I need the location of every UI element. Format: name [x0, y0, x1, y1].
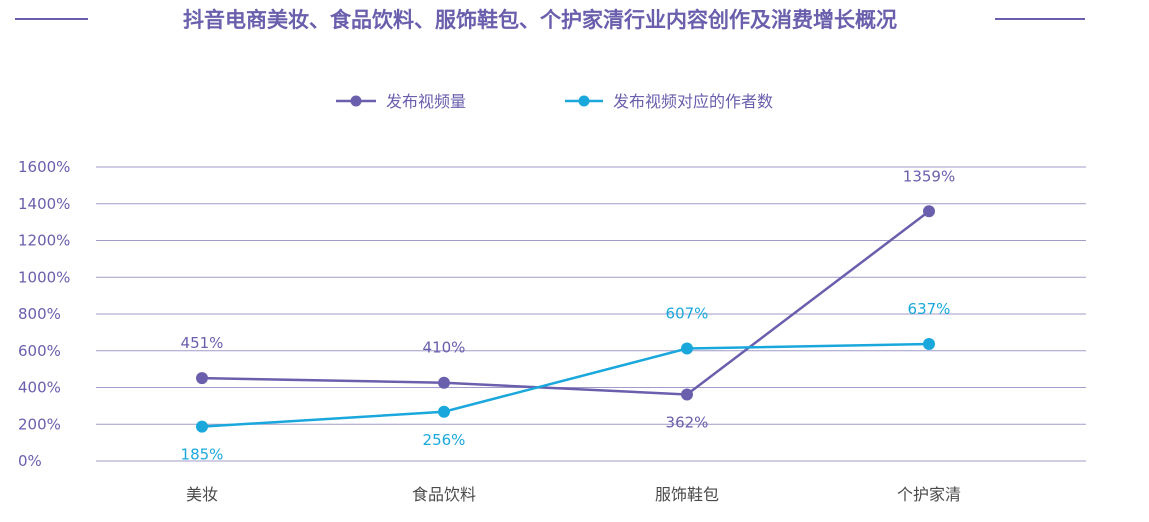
y-tick-label: 400% — [18, 379, 61, 397]
series-line-1 — [201, 210, 930, 396]
data-label-series-1: 410% — [423, 339, 466, 357]
legend-marker-series-2 — [578, 95, 590, 107]
y-axis-ticks: 0% 200% 400% 600% 800% 1000% 1200% 1400% 1600% — [18, 158, 70, 470]
data-point-series-2 — [681, 342, 693, 355]
data-label-series-2: 607% — [666, 305, 709, 323]
x-axis-categories: 美妆 食品饮料 服饰鞋包 个护家清 — [186, 485, 961, 504]
data-point-series-1 — [681, 388, 693, 401]
x-category-label: 个护家清 — [897, 485, 961, 504]
legend-item-series-2: 发布视频对应的作者数 — [565, 92, 773, 111]
series-lines — [196, 205, 935, 433]
data-point-series-2 — [196, 420, 208, 433]
legend-label-series-1: 发布视频量 — [386, 92, 466, 111]
legend-item-series-1: 发布视频量 — [336, 92, 466, 111]
chart-title: 抖音电商美妆、食品饮料、服饰鞋包、个护家清行业内容创作及消费增长概况 — [183, 8, 897, 32]
data-point-series-1 — [196, 372, 208, 385]
y-tick-label: 0% — [18, 452, 42, 470]
legend: 发布视频量 发布视频对应的作者数 — [336, 92, 773, 111]
x-category-label: 美妆 — [186, 485, 218, 504]
x-category-label: 服饰鞋包 — [655, 485, 719, 504]
data-label-series-2: 637% — [908, 300, 951, 318]
data-label-series-1: 451% — [181, 334, 224, 352]
y-tick-label: 1000% — [18, 268, 70, 286]
data-label-series-2: 185% — [181, 446, 224, 464]
data-point-series-2 — [923, 337, 935, 350]
legend-label-series-2: 发布视频对应的作者数 — [613, 92, 773, 111]
y-tick-label: 800% — [18, 305, 61, 323]
data-label-series-1: 362% — [666, 413, 709, 431]
series-line-2 — [201, 342, 930, 428]
y-tick-label: 1600% — [18, 158, 70, 176]
data-label-series-1: 1359% — [903, 167, 955, 185]
data-point-series-1 — [438, 376, 450, 389]
y-tick-label: 600% — [18, 342, 61, 360]
y-tick-label: 1400% — [18, 195, 70, 213]
data-point-series-2 — [438, 405, 450, 418]
legend-marker-series-1 — [350, 95, 362, 107]
y-tick-label: 200% — [18, 415, 61, 433]
data-label-series-2: 256% — [423, 431, 466, 449]
x-category-label: 食品饮料 — [412, 485, 476, 504]
data-point-series-1 — [923, 205, 935, 218]
data-labels: 451% 410% 362% 1359% 185% 256% 607% 637% — [181, 167, 956, 463]
y-tick-label: 1200% — [18, 232, 70, 250]
